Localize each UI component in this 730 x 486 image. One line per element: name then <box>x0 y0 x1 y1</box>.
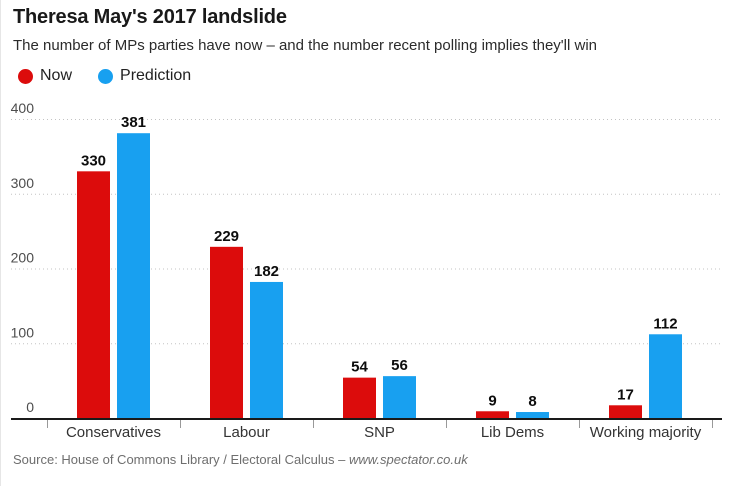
bar-prediction-conservatives <box>117 133 150 418</box>
bar-now-lib-dems <box>476 411 509 418</box>
legend: Now Prediction <box>18 67 191 85</box>
source-text: Source: House of Commons Library / Elect… <box>13 452 349 467</box>
bar-chart: 0 100 200 300 400 330 381 Conservatives 229 182 La… <box>11 100 722 441</box>
x-category-label-labour: Labour <box>223 424 270 441</box>
bar-now-labour <box>210 246 243 418</box>
legend-swatch-prediction-icon <box>98 68 114 84</box>
bar-now-snp <box>343 377 376 418</box>
legend-label-now: Now <box>40 67 73 84</box>
source-link[interactable]: www.spectator.co.uk <box>348 452 468 467</box>
legend-label-prediction: Prediction <box>120 67 192 84</box>
x-category-label-lib-dems: Lib Dems <box>481 424 544 441</box>
bar-prediction-working-majority <box>649 334 682 418</box>
bar-value-label-prediction-working-majority: 112 <box>653 315 677 332</box>
legend-swatch-now-icon <box>18 68 33 84</box>
bar-value-label-now-lib-dems: 9 <box>488 392 496 409</box>
bar-value-label-now-labour: 229 <box>214 228 239 245</box>
bar-prediction-labour <box>250 281 283 418</box>
bar-value-label-now-conservatives: 330 <box>81 152 106 169</box>
bar-prediction-lib-dems <box>516 412 549 418</box>
bar-now-working-majority <box>609 405 642 418</box>
bar-value-label-prediction-snp: 56 <box>391 357 408 374</box>
x-category-label-conservatives: Conservatives <box>66 424 161 441</box>
y-tick-label-100: 100 <box>11 324 35 340</box>
y-tick-label-400: 400 <box>11 100 35 116</box>
y-tick-label-300: 300 <box>11 175 35 191</box>
bar-value-label-prediction-labour: 182 <box>254 263 279 280</box>
y-tick-label-200: 200 <box>11 250 35 266</box>
chart-subtitle: The number of MPs parties have now – and… <box>13 37 597 54</box>
x-category-label-working-majority: Working majority <box>590 424 702 441</box>
bar-now-conservatives <box>77 171 110 418</box>
source-note: Source: House of Commons Library / Elect… <box>13 452 468 467</box>
chart-title: Theresa May's 2017 landslide <box>13 6 287 28</box>
bar-prediction-snp <box>383 376 416 418</box>
y-tick-label-0: 0 <box>26 399 34 415</box>
legend-item-prediction: Prediction <box>98 67 191 85</box>
bar-value-label-prediction-conservatives: 381 <box>121 114 146 131</box>
legend-item-now: Now <box>18 67 72 85</box>
bar-value-label-prediction-lib-dems: 8 <box>528 393 536 410</box>
bar-value-label-now-working-majority: 17 <box>617 386 634 403</box>
bar-value-label-now-snp: 54 <box>351 359 368 376</box>
x-category-label-snp: SNP <box>364 424 395 441</box>
